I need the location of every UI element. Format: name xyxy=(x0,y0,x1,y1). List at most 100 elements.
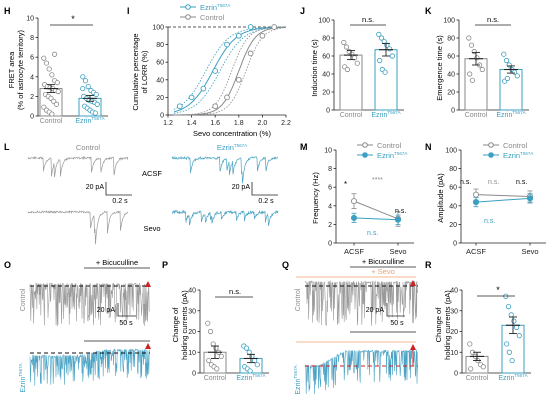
panel-letter: R xyxy=(425,260,432,270)
bar-plot: 0 20 40 60 80 100 xyxy=(318,18,404,115)
data-point xyxy=(376,31,382,38)
data-point xyxy=(54,80,60,86)
y-tick-label: 40 xyxy=(188,288,196,295)
panel-j: J Induction time (s) 0 20 40 60 80 100 n.s. C… xyxy=(300,6,404,119)
data-point xyxy=(508,312,514,318)
group-label-ezrin: EzrinT567A xyxy=(496,110,525,119)
trace-control xyxy=(304,279,419,326)
data-point xyxy=(472,191,480,198)
significance-ns: n.s. xyxy=(516,179,527,186)
bar-plot: 0 10 20 30 40 xyxy=(188,288,269,378)
scale-bar xyxy=(386,303,405,317)
panel-o: O + Bicuculline Control 20 pA 50 s Ezrin… xyxy=(4,258,151,393)
y-axis-label: Frequency (Hz) xyxy=(311,172,320,224)
data-point xyxy=(224,41,230,48)
data-point xyxy=(350,198,358,205)
data-point xyxy=(212,68,219,74)
data-point xyxy=(468,366,474,372)
y-tick-label: 40 xyxy=(447,72,455,79)
y-tick-label: 20 xyxy=(156,95,164,102)
bar-plot: 0 20 40 60 80 100 xyxy=(443,18,529,115)
data-point xyxy=(207,328,214,335)
data-point xyxy=(247,24,254,30)
y-axis-label-2: (% of astrocyte territory) xyxy=(16,29,25,110)
data-point xyxy=(259,32,266,39)
y-axis-label-2: holding currents (pA) xyxy=(180,290,189,360)
data-point xyxy=(200,85,207,92)
data-point xyxy=(80,74,86,80)
group-label-ezrin: EzrinT567A xyxy=(75,116,104,125)
row-label-sevo: Sevo xyxy=(143,224,160,233)
data-point xyxy=(93,91,99,98)
y-tick-label: 30 xyxy=(188,308,196,315)
trace-ezrin xyxy=(29,348,150,386)
bar-0 xyxy=(464,58,488,111)
line-plot: 0 20 40 60 80 100 ACSF Sevo xyxy=(445,148,546,256)
data-point xyxy=(205,320,211,326)
data-point xyxy=(344,66,350,73)
y-tick-label: 30 xyxy=(450,308,458,315)
side-label-control: Control xyxy=(295,288,302,311)
side-label-ezrin: EzrinT567A xyxy=(18,363,27,392)
data-point xyxy=(212,103,219,110)
y-tick-label: 60 xyxy=(447,54,455,61)
fit-curve-1 xyxy=(173,26,286,116)
y-tick-label: 80 xyxy=(447,36,455,43)
fit-curve-1 xyxy=(173,26,286,116)
panel-letter: J xyxy=(300,6,305,16)
legend-label-control: Control xyxy=(503,141,528,150)
y-tick-label: 6 xyxy=(30,55,34,62)
y-tick-label: 100 xyxy=(445,148,457,155)
trace-title-ezrin: EzrinT567A xyxy=(217,143,247,152)
data-point xyxy=(474,55,480,61)
significance-label: n.s. xyxy=(362,15,374,24)
arrow-marker xyxy=(145,343,151,349)
bar-plot: 0 2 4 6 8 10 xyxy=(26,16,108,121)
y-axis-label: FRET area xyxy=(7,51,16,88)
side-label-control: Control xyxy=(20,288,27,311)
data-point xyxy=(505,303,512,310)
y-tick-label: 0 xyxy=(453,241,457,248)
legend-label-ezrin: EzrinT567A xyxy=(200,3,230,12)
group-label-control: Control xyxy=(340,112,363,119)
scale-bar xyxy=(251,182,278,196)
data-point xyxy=(386,46,393,52)
data-point xyxy=(53,101,60,107)
data-point xyxy=(210,341,216,347)
data-point xyxy=(41,55,47,61)
panel-k: K Emergence time (s) 0 20 40 60 80 100 n.s. C… xyxy=(425,6,529,119)
panel-h: H FRET area (% of astrocyte territory) 0… xyxy=(4,6,108,125)
significance-label: * xyxy=(71,14,75,24)
data-point xyxy=(213,345,219,351)
panel-n: N Amplitude (pA) 0 20 40 60 80 100 ACSF Sevo Co… xyxy=(425,141,546,256)
data-point xyxy=(377,57,383,64)
data-point xyxy=(206,357,212,364)
data-point xyxy=(43,60,50,66)
line-plot: 0 2 4 6 8 10 ACSF Sevo xyxy=(324,148,414,256)
data-point xyxy=(467,71,473,77)
data-point xyxy=(247,50,254,57)
data-point xyxy=(504,341,510,347)
data-point xyxy=(49,72,55,78)
y-tick-label: 10 xyxy=(188,350,196,357)
panel-i: I Cumulative percentage of LORR (%) 0 20 4… xyxy=(127,3,291,138)
data-point xyxy=(472,199,480,206)
y-tick-label: 80 xyxy=(322,36,330,43)
y-tick-label: 40 xyxy=(449,203,457,210)
y-tick-label: 0 xyxy=(192,371,196,378)
legend-label-ezrin: EzrinT567A xyxy=(377,151,407,160)
data-point xyxy=(94,101,100,107)
y-tick-label: 10 xyxy=(324,148,332,155)
x-tick-label: ACSF xyxy=(344,247,364,256)
y-tick-label: 0 xyxy=(328,241,332,248)
fit-curve-0 xyxy=(173,26,286,110)
scale-bar xyxy=(105,182,132,196)
scale-label-s: 50 s xyxy=(119,320,133,327)
data-point xyxy=(341,39,347,46)
y-tick-label: 20 xyxy=(450,329,458,336)
series-line-0 xyxy=(475,194,531,197)
y-tick-label: 20 xyxy=(449,222,457,229)
significance-ns-ezrin: n.s. xyxy=(367,230,378,237)
y-tick-label: 60 xyxy=(449,185,457,192)
